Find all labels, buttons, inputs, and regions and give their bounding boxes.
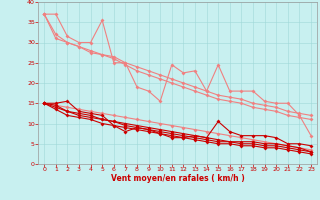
X-axis label: Vent moyen/en rafales ( km/h ): Vent moyen/en rafales ( km/h ) <box>111 174 244 183</box>
